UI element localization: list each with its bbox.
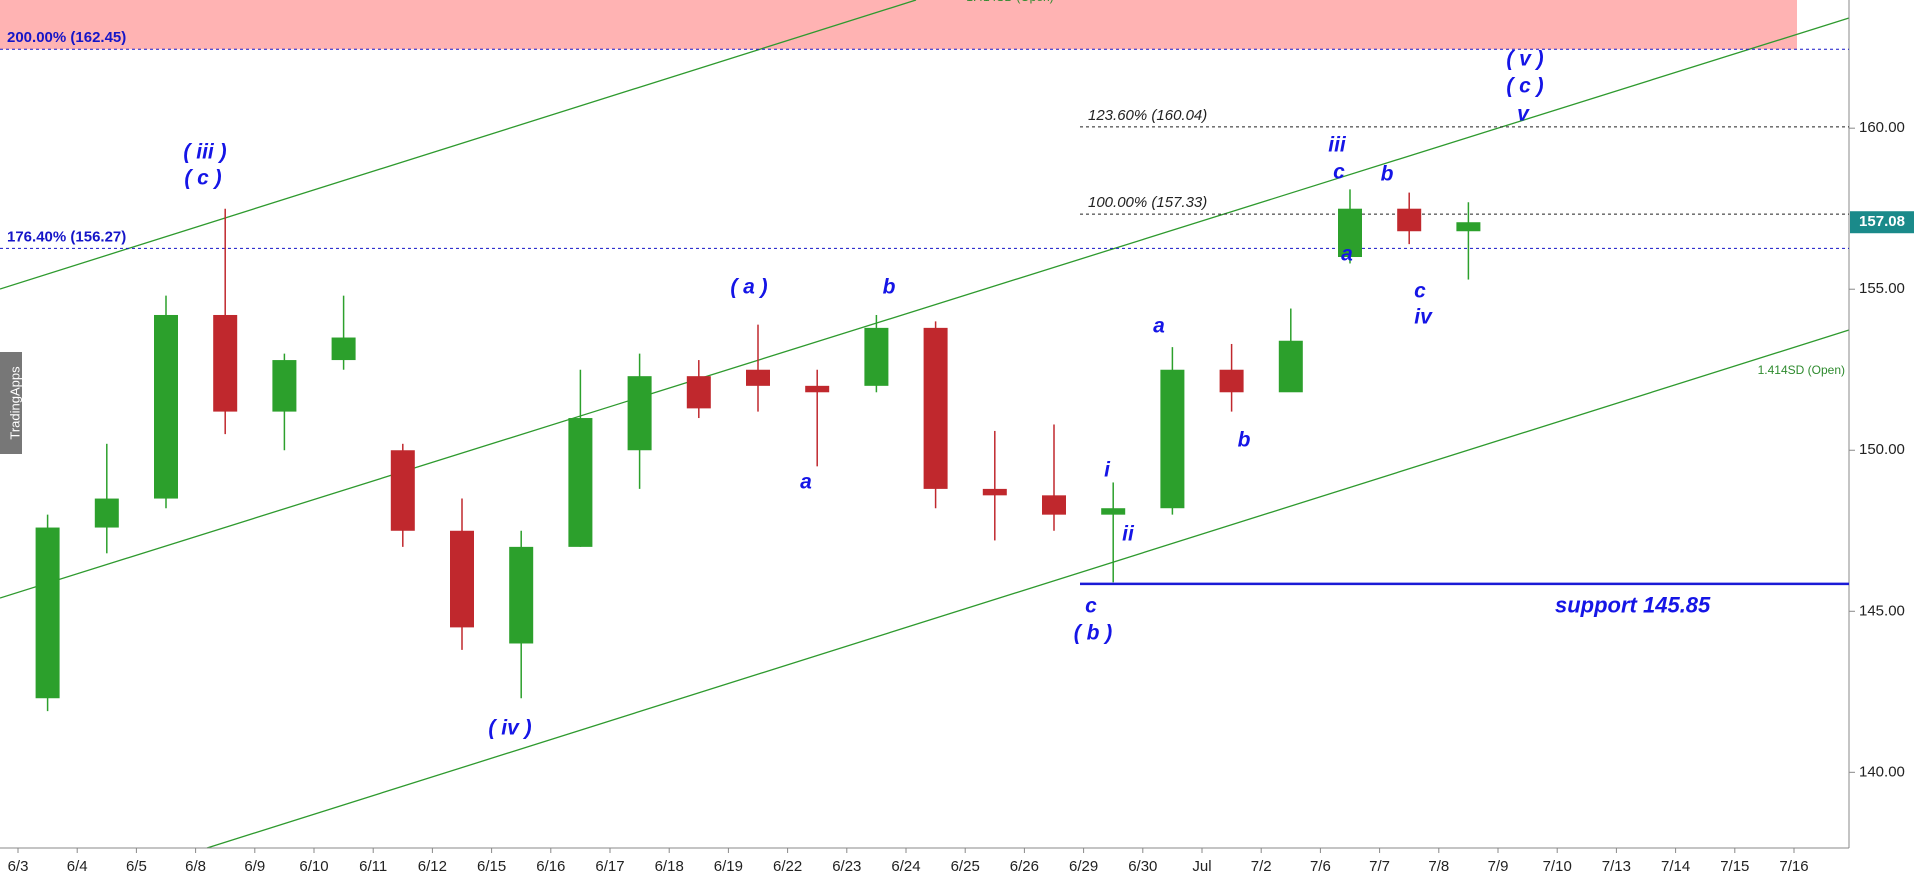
candle-body [1042, 495, 1066, 515]
wave-label: ( c ) [184, 167, 221, 190]
candle-body [35, 527, 60, 699]
y-tick-label: 160.00 [1859, 119, 1905, 136]
last-price-tag [1850, 211, 1914, 234]
candle-body [686, 376, 711, 409]
candle-body [509, 546, 534, 644]
wave-label: iii [1328, 134, 1347, 157]
candle-body [864, 327, 889, 386]
x-tick-label: 7/14 [1661, 858, 1690, 875]
x-tick-label: 6/30 [1128, 858, 1157, 875]
candle-body [213, 314, 238, 412]
candle-body [154, 314, 178, 499]
channel-middle [0, 17, 1850, 599]
candle-body [272, 360, 297, 412]
x-tick-label: 6/16 [536, 858, 565, 875]
x-tick-label: 7/9 [1488, 858, 1509, 875]
x-tick-label: 6/9 [244, 858, 265, 875]
wave-label: ( iii ) [183, 141, 226, 164]
candle-body [746, 369, 770, 386]
x-tick-label: 7/16 [1779, 858, 1808, 875]
candle-body [627, 376, 652, 451]
x-tick-label: 6/22 [773, 858, 802, 875]
x-tick-label: 7/2 [1251, 858, 1272, 875]
candle-body [1219, 369, 1244, 393]
wave-label: a [1341, 243, 1353, 266]
watermark-tab [0, 352, 22, 454]
target-zone [0, 0, 1797, 50]
y-tick-label: 150.00 [1859, 441, 1905, 458]
x-tick-label: Jul [1192, 858, 1211, 875]
x-tick-label: 7/8 [1428, 858, 1449, 875]
channel-label: 1.414SD (Open) [966, 0, 1053, 4]
candle-body [1101, 508, 1126, 515]
x-tick-label: 6/17 [595, 858, 624, 875]
candle-body [1456, 222, 1481, 232]
x-tick-label: 6/15 [477, 858, 506, 875]
candle-body [568, 418, 593, 547]
x-tick-label: 6/19 [714, 858, 743, 875]
y-tick-label: 140.00 [1859, 763, 1905, 780]
x-tick-label: 6/5 [126, 858, 147, 875]
watermark: TradingApps [7, 366, 22, 440]
candle-body [390, 450, 415, 531]
wave-label: c [1414, 280, 1426, 303]
x-tick-label: 6/12 [418, 858, 447, 875]
wave-label: ( v ) [1506, 48, 1543, 71]
candle-body [1278, 340, 1303, 393]
wave-label: iv [1414, 306, 1433, 329]
x-tick-label: 6/4 [67, 858, 88, 875]
x-tick-label: 6/29 [1069, 858, 1098, 875]
candle-body [1338, 208, 1362, 258]
x-tick-label: 7/10 [1543, 858, 1572, 875]
candle-body [982, 488, 1007, 496]
wave-label: b [1238, 429, 1251, 452]
wave-label: ii [1122, 523, 1135, 546]
channel-bottom [206, 329, 1850, 849]
fib-level-label: 100.00% (157.33) [1088, 194, 1207, 211]
x-tick-label: 6/8 [185, 858, 206, 875]
x-tick-label: 7/15 [1720, 858, 1749, 875]
x-tick-label: 6/11 [359, 858, 387, 875]
candle-body [1160, 369, 1185, 509]
last-price-label: 157.08 [1859, 213, 1905, 230]
y-tick-label: 145.00 [1859, 602, 1905, 619]
channel-label: 1.414SD (Open) [1758, 363, 1845, 377]
x-tick-label: 6/18 [655, 858, 684, 875]
wave-label: v [1517, 103, 1530, 126]
y-tick-label: 155.00 [1859, 280, 1905, 297]
x-tick-label: 6/24 [891, 858, 920, 875]
support-label: support 145.85 [1555, 593, 1711, 618]
x-tick-label: 6/23 [832, 858, 861, 875]
candle-body [923, 327, 948, 489]
fib-level-label: 200.00% (162.45) [7, 29, 126, 46]
x-tick-label: 6/3 [8, 858, 29, 875]
channel-top [0, 0, 917, 290]
wave-label: ( a ) [730, 276, 767, 299]
wave-label: i [1104, 459, 1111, 482]
wave-label: ( c ) [1506, 75, 1543, 98]
x-tick-label: 7/6 [1310, 858, 1331, 875]
wave-label: ( iv ) [488, 717, 531, 740]
candle-body [94, 498, 119, 528]
wave-label: ( b ) [1074, 622, 1112, 645]
x-tick-label: 6/10 [299, 858, 328, 875]
x-tick-label: 7/7 [1369, 858, 1390, 875]
x-tick-label: 6/25 [951, 858, 980, 875]
wave-label: a [800, 471, 812, 494]
wave-label: b [1381, 163, 1394, 186]
wave-label: b [883, 276, 896, 299]
candle-body [805, 385, 830, 393]
x-tick-label: 6/26 [1010, 858, 1039, 875]
candle-body [450, 530, 474, 628]
wave-label: c [1333, 161, 1345, 184]
wave-label: c [1085, 595, 1097, 618]
candle-body [1397, 208, 1422, 232]
fib-level-label: 123.60% (160.04) [1088, 107, 1207, 124]
fib-level-label: 176.40% (156.27) [7, 228, 126, 245]
candle-body [331, 337, 356, 361]
x-tick-label: 7/13 [1602, 858, 1631, 875]
wave-label: a [1153, 315, 1165, 338]
